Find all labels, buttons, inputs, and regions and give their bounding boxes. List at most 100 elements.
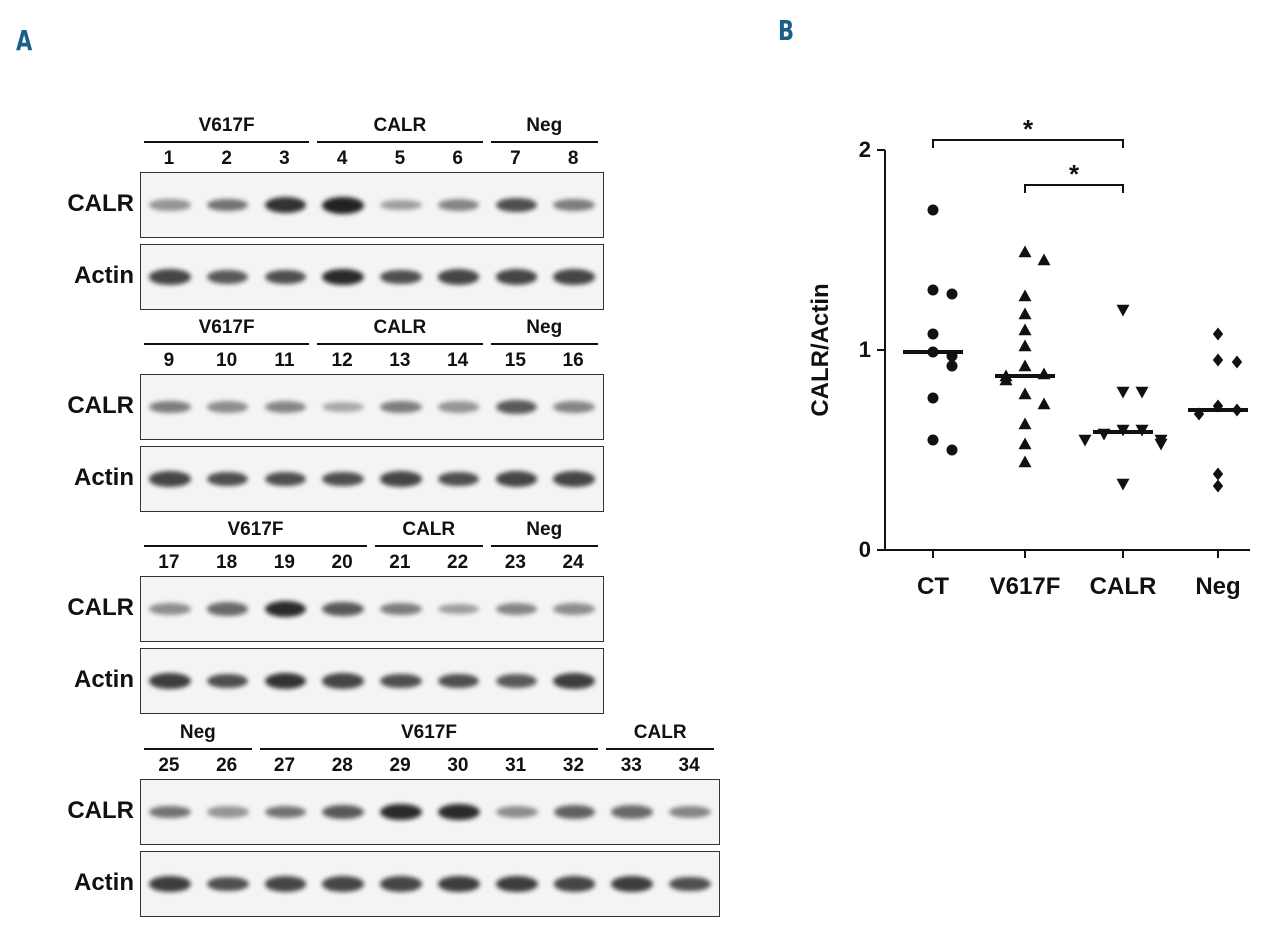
x-tick-label: CT <box>917 573 949 600</box>
blot-band <box>264 600 307 618</box>
lane-number: 17 <box>158 552 180 573</box>
blot-strip-actin <box>140 446 604 512</box>
blot-band <box>495 673 538 689</box>
blot-band <box>149 400 191 414</box>
blot-band <box>380 602 422 616</box>
lane-number: 34 <box>678 755 700 776</box>
lane-number: 24 <box>562 552 584 573</box>
data-point <box>946 360 958 372</box>
data-point <box>1018 289 1032 302</box>
significance-bracket <box>1024 184 1124 193</box>
lane-number: 14 <box>447 350 469 371</box>
blot-band <box>206 401 249 413</box>
blot-band <box>206 602 249 616</box>
blot-strip-actin <box>140 648 604 714</box>
data-point <box>1018 387 1032 400</box>
lane-group-text: CALR <box>633 722 687 743</box>
blot-band <box>553 603 595 615</box>
blot-band <box>438 803 480 821</box>
lane-number: 16 <box>562 350 584 371</box>
lane-group-line <box>259 748 599 750</box>
lane-number: 13 <box>389 350 411 371</box>
lane-number: 33 <box>620 755 642 776</box>
blot-band <box>149 199 191 211</box>
lane-number: 32 <box>562 755 585 776</box>
blot-band <box>322 196 364 214</box>
blot-band <box>437 269 480 285</box>
lane-group-label: V617F <box>144 519 367 547</box>
blot-band <box>206 673 249 689</box>
blot-band <box>495 197 538 213</box>
data-point <box>927 434 939 446</box>
y-axis-label: CALR/Actin <box>807 283 834 416</box>
blot-band <box>322 401 364 413</box>
lane-number: 21 <box>389 552 411 573</box>
data-point <box>1231 355 1243 369</box>
blot-strip-actin <box>140 851 720 917</box>
data-point <box>1018 455 1032 468</box>
data-point <box>1018 323 1032 336</box>
blot-band <box>322 601 364 617</box>
lane-group-line <box>317 343 483 345</box>
blot-band <box>149 673 191 689</box>
lane-number: 11 <box>274 350 295 371</box>
lane-number: 4 <box>336 148 348 169</box>
data-point <box>927 204 939 216</box>
y-tick-label: 1 <box>859 337 871 362</box>
blot-band <box>380 199 422 211</box>
data-point <box>1018 307 1032 320</box>
lane-number: 20 <box>331 552 353 573</box>
blot-strip-calr <box>140 374 604 440</box>
blot-band <box>495 471 538 487</box>
blot-band <box>495 602 538 616</box>
y-tick-label: 2 <box>859 137 871 162</box>
lane-number: 30 <box>447 755 469 776</box>
data-point <box>1212 479 1224 493</box>
blot-band <box>264 876 307 892</box>
lane-group-label: CALR <box>317 115 483 143</box>
blot-band <box>206 269 249 285</box>
lane-group-line <box>490 343 598 345</box>
blot-band <box>322 268 364 286</box>
lane-group-line <box>606 748 714 750</box>
data-point <box>946 444 958 456</box>
lane-number: 15 <box>504 350 526 371</box>
lane-group-line <box>144 141 310 143</box>
data-point <box>1212 353 1224 367</box>
lane-number: 29 <box>389 755 411 776</box>
lane-group-text: V617F <box>198 317 255 338</box>
blot-band <box>264 196 307 214</box>
x-tick-label: V617F <box>990 573 1061 600</box>
blot-band <box>437 198 480 212</box>
data-point <box>946 288 958 300</box>
blot-band <box>149 805 191 819</box>
blot-strip-calr <box>140 779 720 845</box>
panel-label-b: B <box>778 14 795 47</box>
lane-number: 28 <box>331 755 353 776</box>
blot-band <box>264 471 307 487</box>
lane-number: 27 <box>273 755 296 776</box>
y-tick-label: 0 <box>859 537 871 562</box>
data-point <box>1018 437 1032 450</box>
row-label-calr: CALR <box>67 797 134 824</box>
blot-band <box>495 876 538 892</box>
blot-band <box>553 400 595 414</box>
blot-band <box>380 803 422 821</box>
blot-band <box>264 672 307 690</box>
blot-band <box>553 805 596 819</box>
data-point <box>1018 417 1032 430</box>
lane-number: 3 <box>279 148 290 169</box>
lane-number: 8 <box>567 148 579 169</box>
blot-band <box>553 198 595 212</box>
lane-group-label: V617F <box>144 317 310 345</box>
blot-band <box>149 269 191 285</box>
blot-band <box>149 876 191 892</box>
blot-band <box>206 198 249 212</box>
data-point <box>1018 359 1032 372</box>
lane-group-label: CALR <box>317 317 483 345</box>
row-label-actin: Actin <box>74 666 134 693</box>
data-point <box>1037 397 1051 410</box>
blot-band <box>322 804 365 820</box>
panel-label-a: A <box>16 24 33 57</box>
blot-band <box>553 269 595 285</box>
